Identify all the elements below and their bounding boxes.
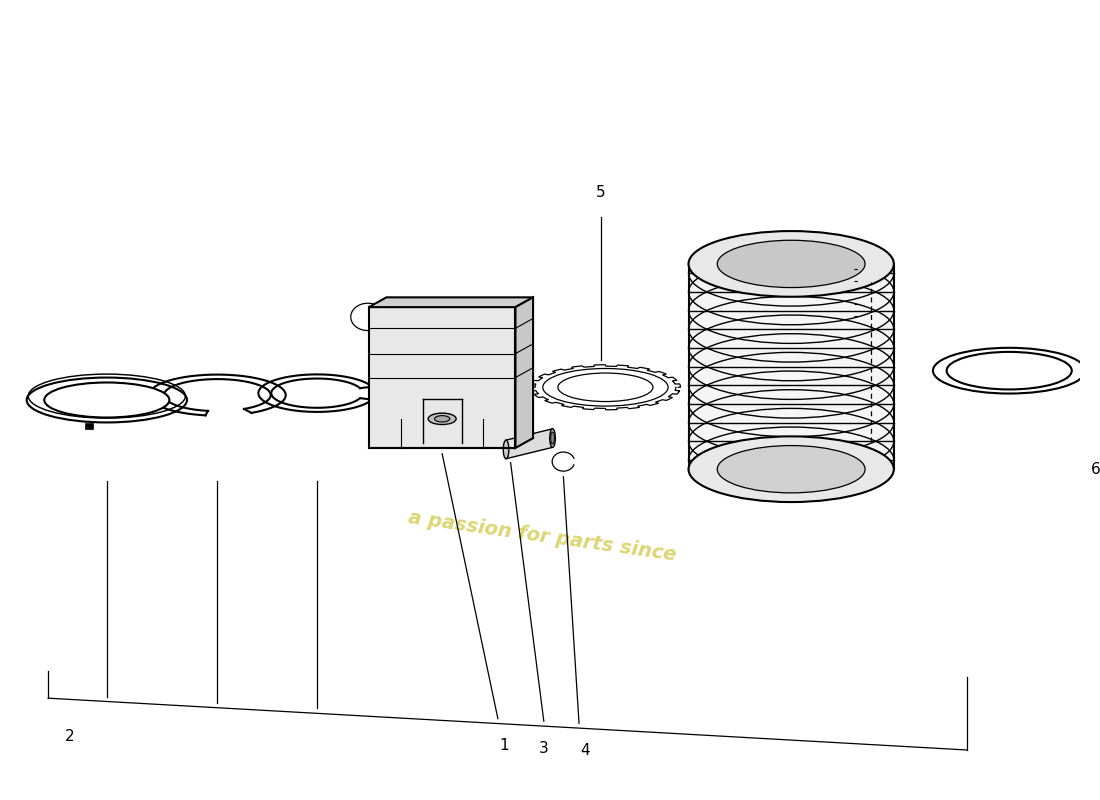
Ellipse shape	[717, 446, 865, 493]
Ellipse shape	[933, 348, 1086, 394]
Ellipse shape	[689, 436, 894, 502]
Text: a passion for parts since: a passion for parts since	[407, 509, 678, 565]
Ellipse shape	[558, 373, 653, 402]
Ellipse shape	[428, 413, 456, 425]
Ellipse shape	[44, 382, 169, 418]
Polygon shape	[368, 307, 516, 448]
Polygon shape	[368, 298, 534, 307]
Polygon shape	[86, 423, 94, 430]
Ellipse shape	[550, 429, 556, 447]
Ellipse shape	[551, 432, 554, 444]
Text: 1: 1	[499, 738, 508, 754]
Text: 3: 3	[539, 741, 549, 756]
Ellipse shape	[504, 440, 509, 458]
Polygon shape	[506, 429, 552, 458]
Text: 5: 5	[596, 185, 605, 199]
Ellipse shape	[689, 231, 894, 297]
Ellipse shape	[434, 416, 450, 422]
Polygon shape	[516, 298, 534, 448]
Text: 2: 2	[65, 730, 75, 745]
Text: 4: 4	[580, 742, 590, 758]
Ellipse shape	[717, 240, 865, 287]
Ellipse shape	[947, 352, 1071, 390]
Ellipse shape	[26, 378, 187, 422]
Text: 6: 6	[1091, 462, 1100, 477]
Polygon shape	[689, 264, 894, 470]
